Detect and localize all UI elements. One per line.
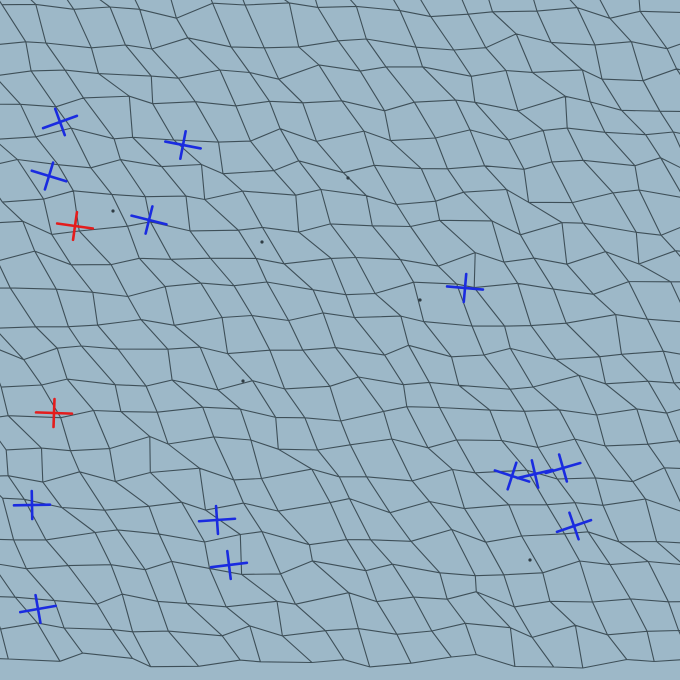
marker-cross-blue xyxy=(130,205,168,235)
speck xyxy=(111,209,115,213)
speck xyxy=(241,379,245,383)
marker-cross-blue xyxy=(197,504,237,536)
marker-cross-blue xyxy=(18,593,58,625)
marker-cross-blue xyxy=(30,161,68,191)
marker-cross-blue xyxy=(209,549,249,581)
marker-cross-blue xyxy=(41,107,79,137)
marker-cross-blue xyxy=(445,272,485,304)
marker-cross-red xyxy=(55,210,95,242)
marker-cross-red xyxy=(34,397,74,429)
speck xyxy=(528,558,532,562)
speck xyxy=(346,176,350,180)
marker-cross-blue xyxy=(555,511,593,541)
marker-cross-blue xyxy=(164,129,202,161)
marker-cross-blue xyxy=(516,459,554,489)
marker-cross-blue xyxy=(12,489,52,521)
speck xyxy=(418,298,422,302)
speck xyxy=(260,240,264,244)
marker-cross-blue xyxy=(544,453,582,483)
marker-cross-blue xyxy=(493,461,531,491)
